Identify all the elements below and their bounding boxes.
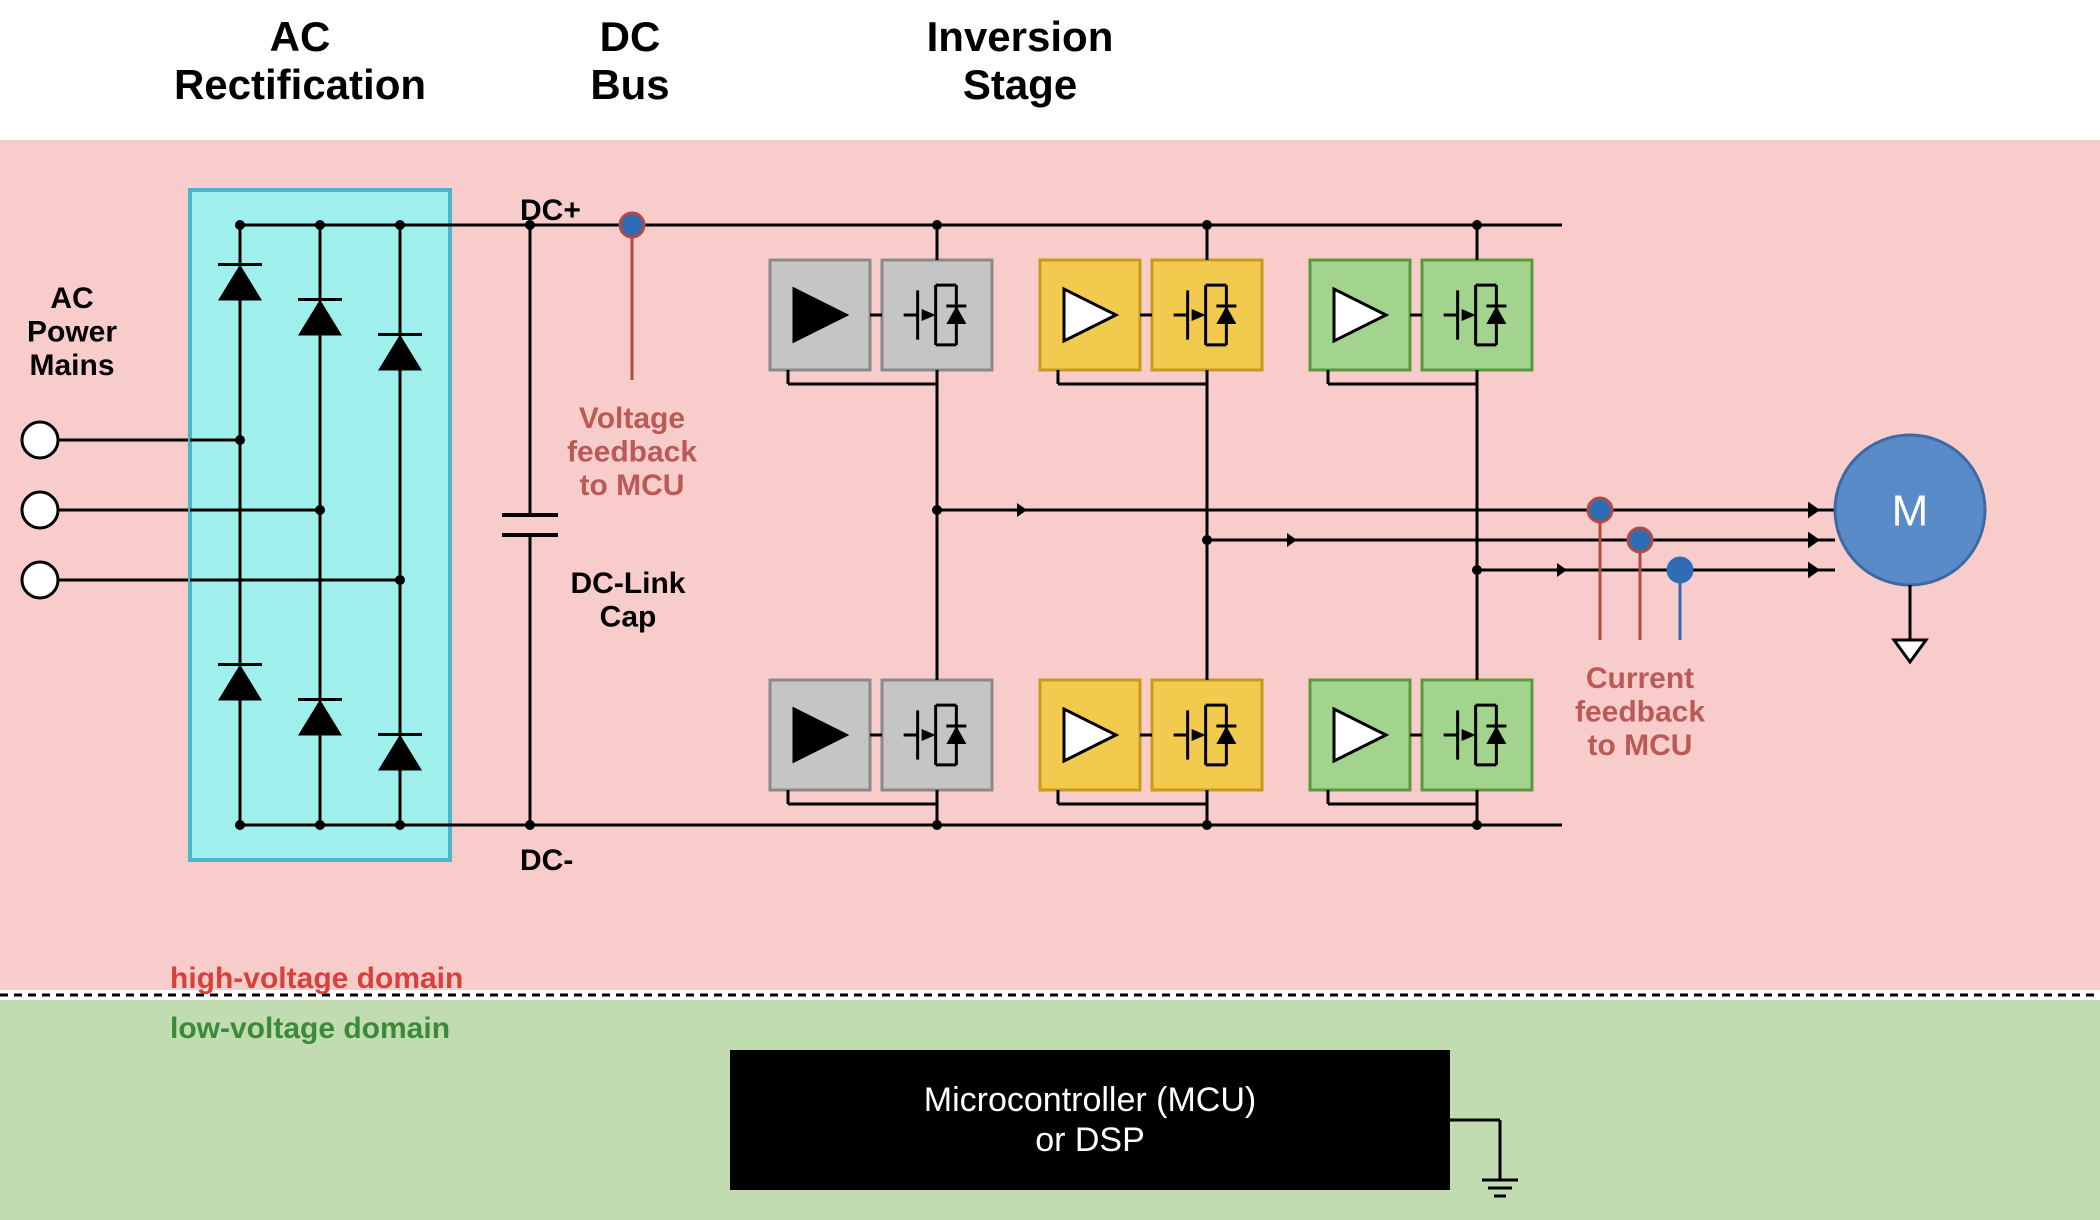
svg-text:DC: DC — [600, 13, 661, 60]
svg-text:Bus: Bus — [590, 61, 669, 108]
svg-text:to MCU: to MCU — [1588, 729, 1693, 762]
svg-text:AC: AC — [50, 282, 93, 315]
svg-text:high-voltage domain: high-voltage domain — [170, 962, 463, 995]
svg-text:Voltage: Voltage — [579, 402, 685, 435]
svg-text:low-voltage domain: low-voltage domain — [170, 1012, 450, 1045]
svg-text:Stage: Stage — [963, 61, 1077, 108]
svg-text:to MCU: to MCU — [580, 469, 685, 502]
svg-text:Cap: Cap — [600, 601, 657, 634]
svg-text:or DSP: or DSP — [1035, 1121, 1145, 1159]
svg-text:M: M — [1892, 487, 1929, 536]
svg-text:Microcontroller (MCU): Microcontroller (MCU) — [924, 1081, 1256, 1119]
svg-text:Mains: Mains — [29, 349, 114, 382]
svg-text:Rectification: Rectification — [174, 61, 426, 108]
svg-text:Current: Current — [1586, 662, 1694, 695]
svg-text:feedback: feedback — [1575, 696, 1705, 729]
svg-text:DC-: DC- — [520, 844, 573, 877]
svg-text:feedback: feedback — [567, 436, 697, 469]
svg-text:DC-Link: DC-Link — [571, 567, 686, 600]
svg-text:AC: AC — [270, 13, 331, 60]
svg-text:Power: Power — [27, 316, 117, 349]
svg-text:Inversion: Inversion — [927, 13, 1114, 60]
